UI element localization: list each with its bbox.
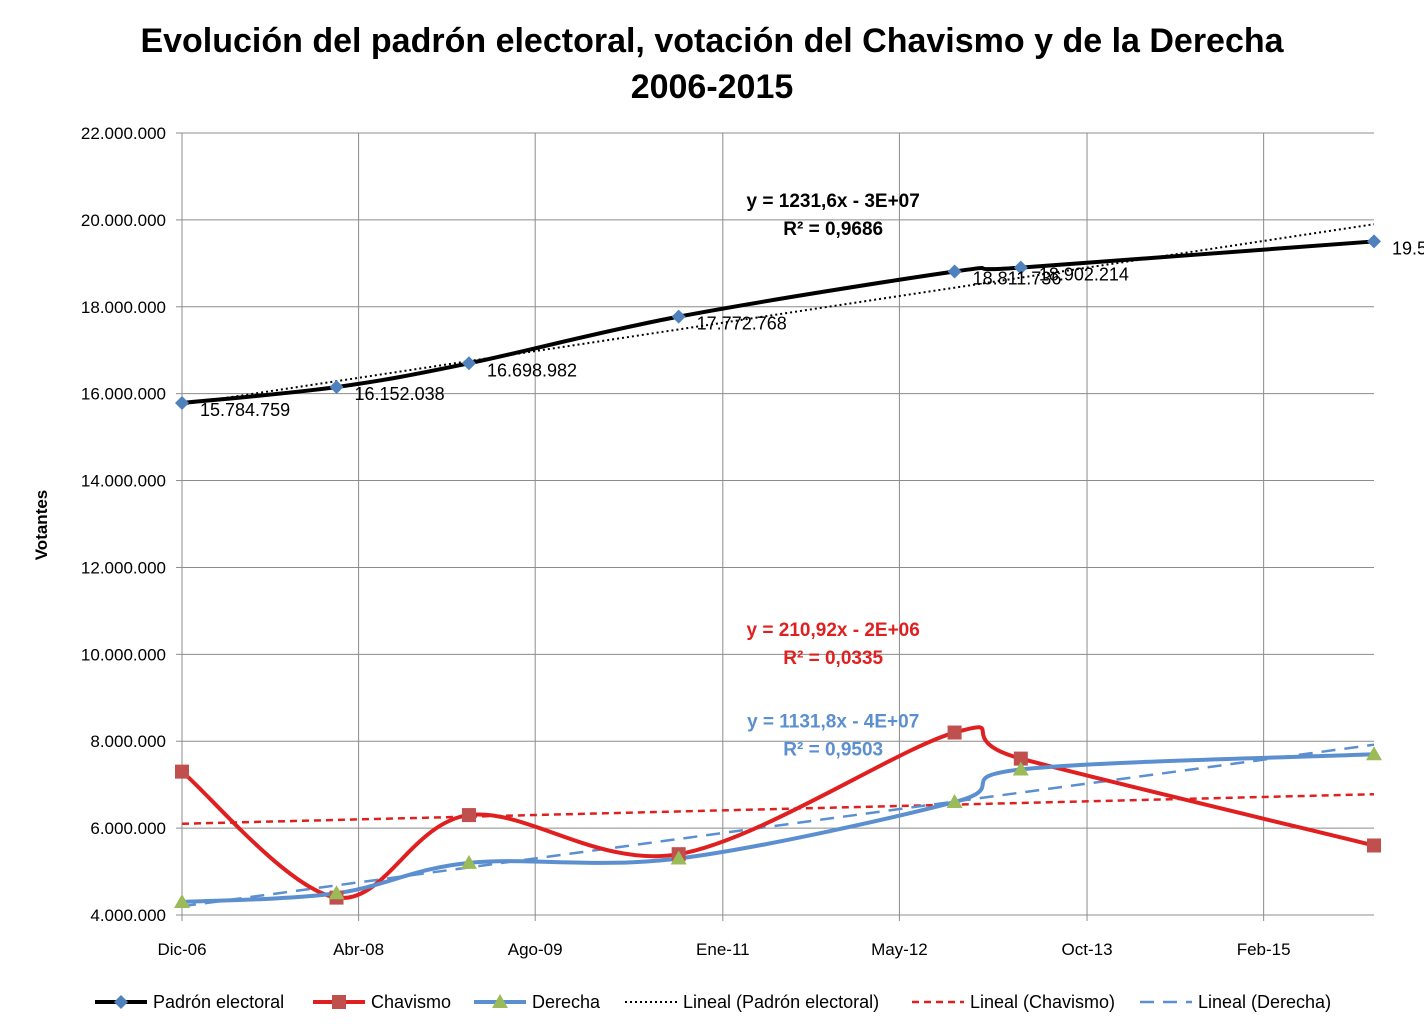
trendline-equations: y = 1231,6x - 3E+07 R² = 0,9686 y = 210,92… [747,191,920,760]
data-point [174,893,190,908]
data-point [329,380,344,395]
y-tick-label: 4.000.000 [90,906,166,925]
x-axis-ticks: Dic-06 Abr-08 Ago-09 Ene-11 May-12 Oct-13 Feb-… [157,940,1290,959]
data-label: 19.504.106 [1392,238,1424,258]
y-tick-label: 22.000.000 [81,124,166,143]
x-tick-label: Abr-08 [333,940,384,959]
data-point [1366,746,1382,761]
legend-label: Derecha [532,992,601,1012]
data-point [1367,234,1381,249]
y-axis-label: Votantes [32,490,51,561]
legend-label: Chavismo [371,992,451,1012]
x-tick-label: Ene-11 [696,940,750,959]
trendline-equation: y = 1231,6x - 3E+07 [747,191,920,212]
series-line [181,752,1375,904]
legend-label: Padrón electoral [153,992,284,1012]
data-point [175,764,189,779]
y-tick-label: 10.000.000 [81,645,166,664]
series-markers [174,234,1382,908]
legend-label: Lineal (Derecha) [1198,992,1331,1012]
data-label: 17.772.768 [697,314,787,334]
y-tick-label: 18.000.000 [81,298,166,317]
y-tick-label: 20.000.000 [81,211,166,230]
trendline-equation: y = 1131,8x - 4E+07 [747,711,919,732]
data-point [947,264,962,279]
trendline [181,792,1375,826]
data-point [1012,761,1029,776]
data-point [461,356,476,371]
data-point [175,396,189,411]
series-line [180,725,1375,900]
data-point [460,854,477,869]
data-point [671,309,686,324]
y-tick-label: 16.000.000 [81,385,166,404]
trendline-r-squared: R² = 0,9503 [783,739,883,760]
data-point [670,850,687,865]
chart-title-line-1: Evolución del padrón electoral, votación… [140,22,1284,60]
chart-title: Evolución del padrón electoral, votación… [0,18,1424,110]
legend-label: Lineal (Padrón electoral) [683,992,879,1012]
data-point [328,885,345,900]
x-tick-label: Ago-09 [508,940,563,959]
data-point [1013,260,1028,275]
y-tick-label: 14.000.000 [81,472,166,491]
chart-title-line-2: 2006-2015 [630,68,794,106]
legend: Padrón electoral Chavismo Derecha Lineal (P… [95,992,1331,1012]
data-label: 15.784.759 [200,400,290,420]
x-tick-label: Oct-13 [1062,940,1113,959]
data-point [1367,838,1381,853]
x-tick-label: May-12 [871,940,928,959]
legend-marker [114,995,128,1009]
trendline-r-squared: R² = 0,0335 [783,648,883,669]
data-label: 16.152.038 [355,384,445,404]
series-line [181,239,1375,406]
legend-marker [332,995,346,1009]
series-lines [180,239,1375,904]
data-point [1013,751,1028,766]
data-point [461,808,476,823]
legend-label: Lineal (Chavismo) [970,992,1115,1012]
data-label: 16.698.982 [487,360,577,380]
data-point [946,794,963,809]
trendlines [181,223,1375,908]
data-labels: 15.784.759 16.152.038 16.698.982 17.772.768… [200,238,1424,420]
y-axis-ticks: 4.000.000 6.000.000 8.000.000 10.000.000 12.… [81,124,166,925]
y-tick-label: 8.000.000 [90,732,166,751]
y-tick-label: 6.000.000 [90,819,166,838]
trendline-r-squared: R² = 0,9686 [783,219,883,240]
trendline [181,223,1375,406]
data-label: 18.811.736 [973,269,1062,289]
trendline-equation: y = 210,92x - 2E+06 [747,620,920,641]
y-tick-label: 12.000.000 [81,558,166,577]
gridlines [176,132,1374,921]
x-tick-label: Dic-06 [157,940,206,959]
data-point [947,725,962,740]
data-label: 18.902.214 [1039,265,1129,285]
x-tick-label: Feb-15 [1237,940,1291,959]
trendline [181,743,1375,908]
legend-marker [492,994,508,1008]
